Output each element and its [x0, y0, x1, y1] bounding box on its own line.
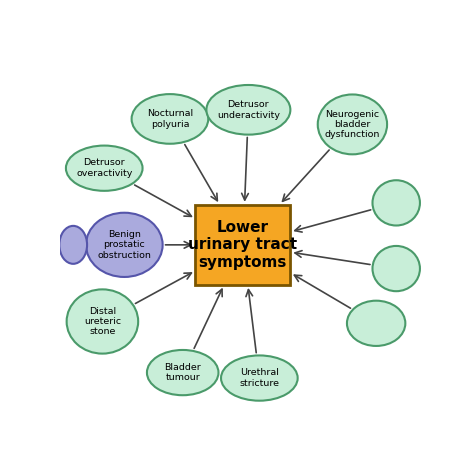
- Text: Urethral
stricture: Urethral stricture: [239, 368, 279, 388]
- Text: Lower
urinary tract
symptoms: Lower urinary tract symptoms: [188, 220, 298, 270]
- Text: Detrusor
overactivity: Detrusor overactivity: [76, 158, 132, 178]
- Ellipse shape: [67, 289, 138, 354]
- Ellipse shape: [66, 146, 143, 191]
- Ellipse shape: [318, 94, 387, 155]
- Ellipse shape: [373, 246, 420, 291]
- Ellipse shape: [86, 213, 163, 277]
- Text: Benign
prostatic
obstruction: Benign prostatic obstruction: [97, 230, 151, 260]
- Ellipse shape: [147, 350, 219, 395]
- Ellipse shape: [221, 356, 298, 401]
- Ellipse shape: [206, 85, 291, 135]
- Text: Detrusor
underactivity: Detrusor underactivity: [217, 100, 280, 119]
- Text: Distal
ureteric
stone: Distal ureteric stone: [84, 307, 121, 337]
- Text: Neurogenic
bladder
dysfunction: Neurogenic bladder dysfunction: [325, 109, 380, 139]
- FancyBboxPatch shape: [195, 205, 291, 285]
- Ellipse shape: [373, 180, 420, 226]
- Ellipse shape: [59, 226, 87, 264]
- Text: Bladder
tumour: Bladder tumour: [164, 363, 201, 383]
- Ellipse shape: [347, 301, 405, 346]
- Text: Nocturnal
polyuria: Nocturnal polyuria: [147, 109, 193, 128]
- Ellipse shape: [132, 94, 208, 144]
